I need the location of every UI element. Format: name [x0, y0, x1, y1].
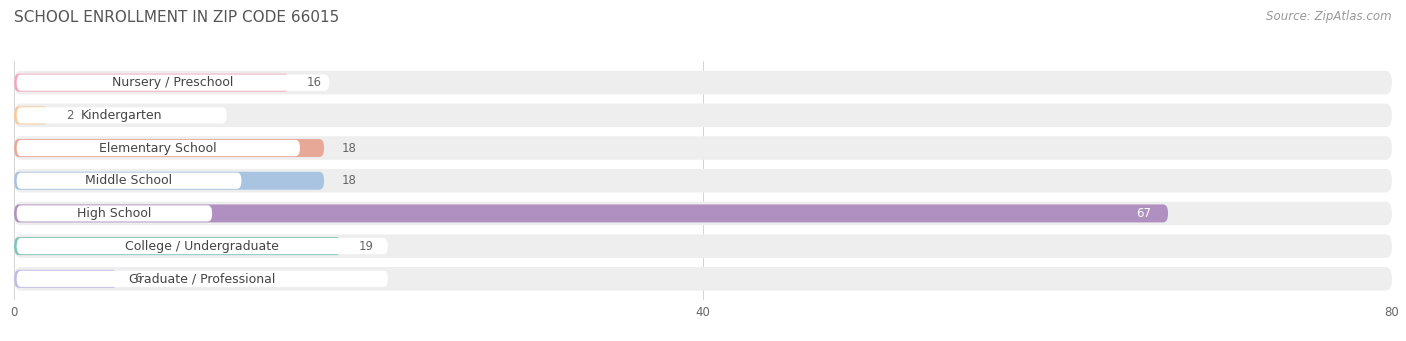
Text: 2: 2	[66, 109, 73, 122]
Text: 18: 18	[342, 142, 356, 154]
FancyBboxPatch shape	[14, 172, 325, 190]
FancyBboxPatch shape	[17, 271, 388, 287]
FancyBboxPatch shape	[14, 267, 1392, 291]
Text: 6: 6	[135, 272, 142, 285]
FancyBboxPatch shape	[14, 104, 1392, 127]
FancyBboxPatch shape	[17, 107, 226, 123]
FancyBboxPatch shape	[14, 74, 290, 92]
FancyBboxPatch shape	[14, 202, 1392, 225]
Text: 16: 16	[307, 76, 322, 89]
FancyBboxPatch shape	[17, 140, 299, 156]
Text: 19: 19	[359, 240, 374, 253]
FancyBboxPatch shape	[14, 169, 1392, 193]
FancyBboxPatch shape	[17, 173, 242, 189]
FancyBboxPatch shape	[17, 238, 388, 254]
FancyBboxPatch shape	[14, 71, 1392, 94]
FancyBboxPatch shape	[14, 205, 1168, 222]
FancyBboxPatch shape	[14, 106, 48, 124]
FancyBboxPatch shape	[17, 75, 329, 91]
FancyBboxPatch shape	[14, 270, 118, 288]
Text: Kindergarten: Kindergarten	[82, 109, 163, 122]
Text: Nursery / Preschool: Nursery / Preschool	[112, 76, 233, 89]
Text: High School: High School	[77, 207, 152, 220]
FancyBboxPatch shape	[14, 139, 325, 157]
Text: 18: 18	[342, 174, 356, 187]
FancyBboxPatch shape	[14, 237, 342, 255]
Text: Graduate / Professional: Graduate / Professional	[129, 272, 276, 285]
Text: 67: 67	[1136, 207, 1152, 220]
FancyBboxPatch shape	[14, 234, 1392, 258]
Text: Elementary School: Elementary School	[100, 142, 217, 154]
Text: College / Undergraduate: College / Undergraduate	[125, 240, 280, 253]
FancyBboxPatch shape	[17, 205, 212, 222]
Text: SCHOOL ENROLLMENT IN ZIP CODE 66015: SCHOOL ENROLLMENT IN ZIP CODE 66015	[14, 10, 339, 25]
FancyBboxPatch shape	[14, 136, 1392, 160]
Text: Source: ZipAtlas.com: Source: ZipAtlas.com	[1267, 10, 1392, 23]
Text: Middle School: Middle School	[86, 174, 173, 187]
